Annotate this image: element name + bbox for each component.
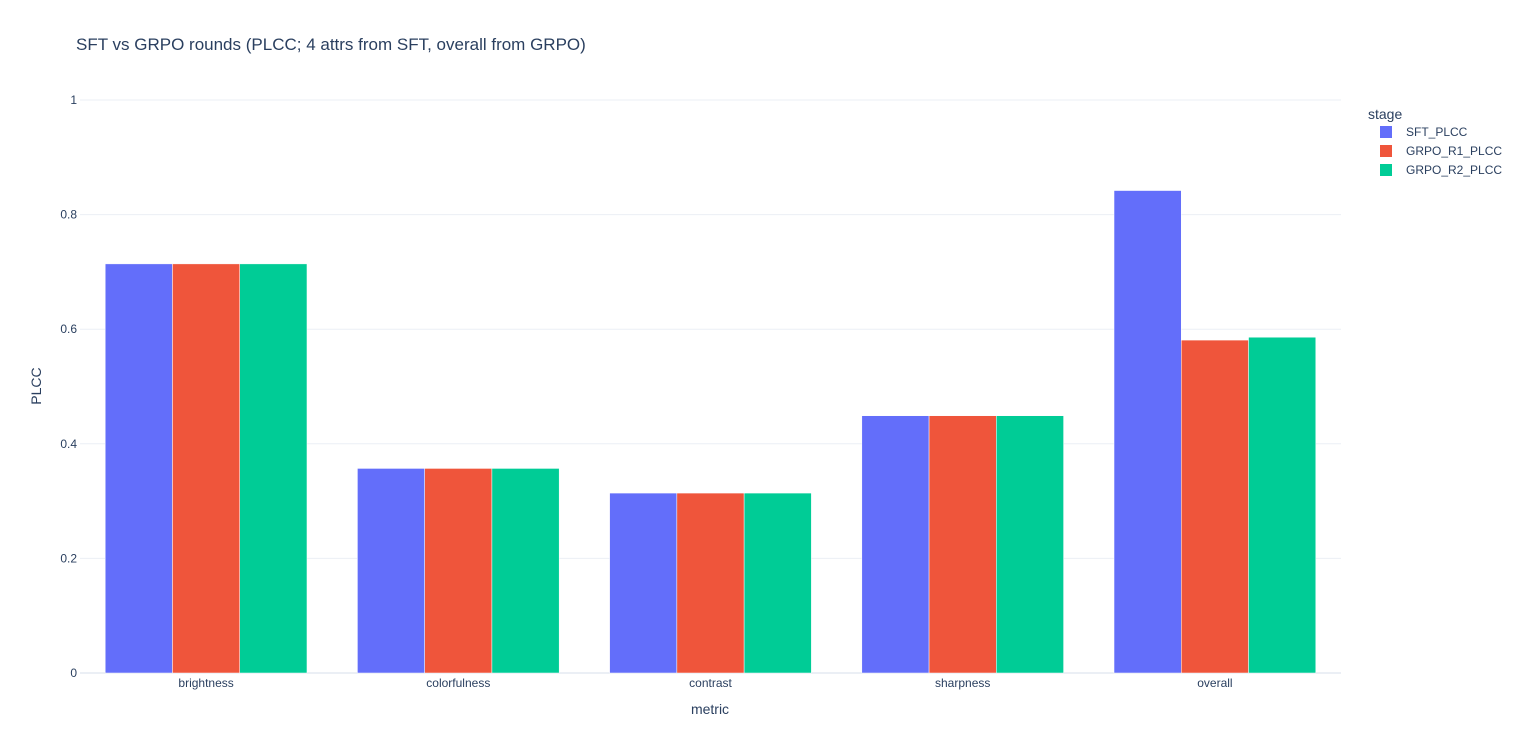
legend-item[interactable]: SFT_PLCC	[1380, 125, 1468, 139]
legend-swatch	[1380, 164, 1392, 176]
x-tick-label: overall	[1197, 676, 1232, 690]
x-tick-label: brightness	[178, 676, 233, 690]
legend-title: stage	[1368, 106, 1402, 122]
legend-item[interactable]: GRPO_R2_PLCC	[1380, 163, 1502, 177]
x-tick-label: colorfulness	[426, 676, 490, 690]
legend-label: GRPO_R1_PLCC	[1406, 144, 1502, 158]
legend-label: SFT_PLCC	[1406, 125, 1468, 139]
bar-GRPO_R1_PLCC-colorfulness[interactable]	[424, 468, 493, 674]
legend-item[interactable]: GRPO_R1_PLCC	[1380, 144, 1502, 158]
legend-swatch	[1380, 126, 1392, 138]
bar-SFT_PLCC-brightness[interactable]	[104, 263, 173, 674]
legend[interactable]: stage SFT_PLCC GRPO_R1_PLCC GRPO_R2_PLCC	[1368, 106, 1502, 177]
bar-SFT_PLCC-colorfulness[interactable]	[357, 468, 425, 674]
y-tick-label: 1	[70, 93, 77, 107]
bar-GRPO_R2_PLCC-sharpness[interactable]	[996, 415, 1064, 674]
x-axis-title: metric	[691, 701, 729, 717]
bar-GRPO_R1_PLCC-sharpness[interactable]	[928, 415, 997, 674]
x-tick-label: sharpness	[935, 676, 990, 690]
bar-GRPO_R2_PLCC-contrast[interactable]	[743, 492, 812, 674]
y-tick-label: 0.4	[60, 437, 77, 451]
bar-GRPO_R2_PLCC-overall[interactable]	[1248, 336, 1317, 674]
legend-swatch	[1380, 145, 1392, 157]
y-tick-label: 0.2	[60, 551, 77, 565]
bar-GRPO_R2_PLCC-brightness[interactable]	[239, 263, 308, 674]
bar-SFT_PLCC-contrast[interactable]	[609, 492, 678, 674]
y-tick-label: 0.8	[60, 208, 77, 222]
chart-title: SFT vs GRPO rounds (PLCC; 4 attrs from S…	[76, 35, 586, 54]
y-axis-title: PLCC	[28, 367, 44, 404]
legend-label: GRPO_R2_PLCC	[1406, 163, 1502, 177]
y-axis-ticks: 0 0.2 0.4 0.6 0.8 1	[60, 93, 77, 680]
bar-GRPO_R2_PLCC-colorfulness[interactable]	[491, 468, 560, 674]
x-tick-label: contrast	[689, 676, 732, 690]
bar-GRPO_R1_PLCC-brightness[interactable]	[172, 263, 240, 674]
bar-SFT_PLCC-sharpness[interactable]	[861, 415, 930, 674]
y-tick-label: 0	[70, 666, 77, 680]
bar-GRPO_R1_PLCC-contrast[interactable]	[676, 492, 745, 674]
bar-GRPO_R1_PLCC-overall[interactable]	[1181, 339, 1249, 674]
y-tick-label: 0.6	[60, 322, 77, 336]
bars	[104, 190, 1317, 674]
bar-SFT_PLCC-overall[interactable]	[1113, 190, 1182, 674]
x-axis-ticks: brightness colorfulness contrast sharpness o…	[178, 676, 1232, 690]
